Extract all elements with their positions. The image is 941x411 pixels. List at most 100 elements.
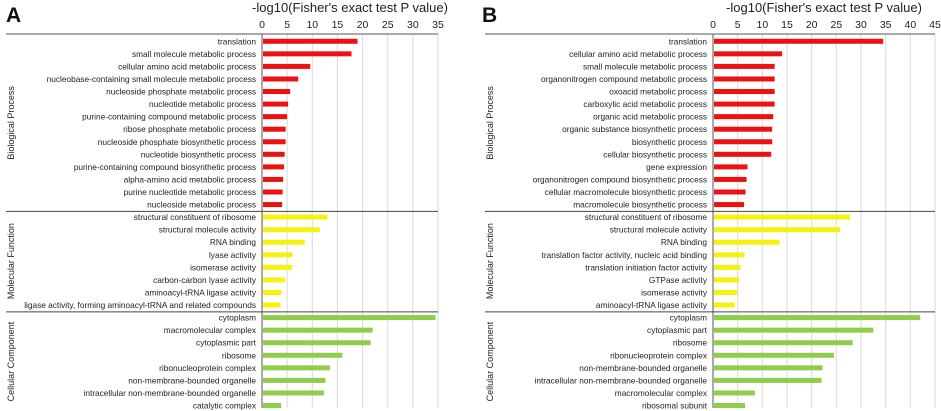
category-label: non-membrane-bounded organelle	[128, 375, 256, 385]
bar	[714, 239, 780, 245]
category-label: aminoacyl-tRNA ligase activity	[145, 287, 257, 297]
group-label: Molecular Function	[6, 223, 16, 299]
bar	[263, 63, 311, 69]
x-tick-label: 15	[332, 19, 344, 31]
group-label: Cellular Component	[485, 321, 495, 401]
bar	[263, 264, 293, 270]
bar	[263, 202, 283, 208]
category-label: isomerase activity	[190, 262, 257, 272]
bar	[263, 164, 285, 170]
category-label: cellular macromolecule biosynthetic proc…	[545, 187, 707, 197]
category-label: translation	[218, 36, 257, 46]
bar	[263, 365, 330, 371]
category-label: nucleoside metabolic process	[147, 200, 256, 210]
x-tick-label: 10	[756, 19, 768, 31]
category-label: RNA binding	[661, 237, 708, 247]
bar	[714, 176, 747, 182]
category-label: carboxylic acid metabolic process	[583, 99, 707, 109]
x-tick-label: 20	[806, 19, 818, 31]
category-label: structural molecule activity	[610, 225, 708, 235]
category-label: cytoplasm	[219, 313, 256, 323]
category-label: cytoplasmic part	[647, 325, 708, 335]
bar	[263, 239, 305, 245]
group-molecular-function: structural constituent of ribosome struct…	[485, 212, 935, 313]
category-label: structural constituent of ribosome	[585, 212, 708, 222]
category-label: ribosome	[673, 338, 708, 348]
category-label: oxoacid metabolic process	[609, 87, 707, 97]
bar	[714, 101, 775, 107]
panel-letter: A	[6, 4, 21, 27]
category-label: translation	[669, 36, 708, 46]
category-label: small molecule metabolic process	[583, 61, 707, 71]
category-label: lyase activity	[209, 250, 257, 260]
bar	[714, 189, 746, 195]
bar	[714, 63, 775, 69]
bar	[714, 315, 921, 321]
bar	[714, 277, 740, 283]
category-label: organic substance biosynthetic process	[562, 124, 707, 134]
panel-B: B -log10(Fisher's exact test P value) 0 5 10…	[482, 0, 941, 411]
bar	[263, 340, 371, 346]
category-label: translation initiation factor activity	[585, 262, 708, 272]
x-tick-label: 5	[735, 19, 741, 31]
bar	[263, 390, 324, 396]
x-tick-label: 10	[306, 19, 318, 31]
bar	[263, 151, 285, 157]
bar	[714, 164, 748, 170]
category-label: macromolecular complex	[164, 325, 257, 335]
x-tick-label: 35	[432, 19, 444, 31]
bar	[263, 403, 282, 409]
bar	[714, 76, 775, 82]
bar	[714, 403, 746, 409]
bar	[714, 302, 735, 308]
bar	[263, 189, 283, 195]
bar	[714, 377, 822, 383]
bar	[263, 302, 281, 308]
bar	[714, 214, 851, 220]
group-label: Biological Process	[485, 86, 495, 160]
x-tick-label: 25	[830, 19, 842, 31]
category-label: organonitrogen compound metabolic proces…	[541, 74, 707, 84]
category-label: ribosome	[222, 350, 257, 360]
x-tick-label: 25	[382, 19, 394, 31]
category-label: purine-containing compound metabolic pro…	[82, 112, 256, 122]
bar	[714, 352, 834, 358]
category-label: ligase activity, forming aminoacyl-tRNA …	[24, 300, 256, 310]
bar	[263, 214, 328, 220]
x-tick-label: 20	[357, 19, 369, 31]
bar	[263, 101, 289, 107]
bar	[263, 327, 373, 333]
bar	[263, 139, 286, 145]
bar	[714, 340, 853, 346]
category-label: non-membrane-bounded organelle	[579, 363, 707, 373]
x-tick-label: 45	[929, 19, 941, 31]
group-cellular-component: cytoplasm macromolecular complex cytoplasm…	[6, 313, 436, 411]
x-axis-title: -log10(Fisher's exact test P value)	[726, 0, 922, 15]
category-label: structural constituent of ribosome	[134, 212, 257, 222]
category-label: ribosomal subunit	[642, 401, 708, 411]
bar	[714, 51, 783, 57]
category-label: nucleotide metabolic process	[149, 99, 256, 109]
category-label: cytoplasmic part	[196, 338, 257, 348]
category-label: macromolecule biosynthetic process	[573, 200, 707, 210]
bar	[714, 252, 745, 258]
x-tick-label: 40	[904, 19, 916, 31]
group-biological-process: translation small molecule metabolic proc…	[6, 36, 438, 212]
bar	[714, 126, 773, 132]
category-label: macromolecular complex	[615, 388, 708, 398]
category-label: cytoplasm	[670, 313, 707, 323]
x-tick-label: 5	[284, 19, 290, 31]
x-tick-label: 30	[855, 19, 867, 31]
category-label: structural molecule activity	[159, 225, 257, 235]
bar	[714, 202, 745, 208]
bar	[714, 390, 755, 396]
bar	[263, 227, 320, 233]
bar	[714, 365, 823, 371]
bar	[263, 352, 343, 358]
category-label: ribose phosphate metabolic process	[123, 124, 256, 134]
category-label: translation factor activity, nucleic aci…	[542, 250, 708, 260]
bar	[263, 176, 284, 182]
category-label: RNA binding	[210, 237, 257, 247]
x-tick-label: 35	[880, 19, 892, 31]
bar	[263, 76, 299, 82]
